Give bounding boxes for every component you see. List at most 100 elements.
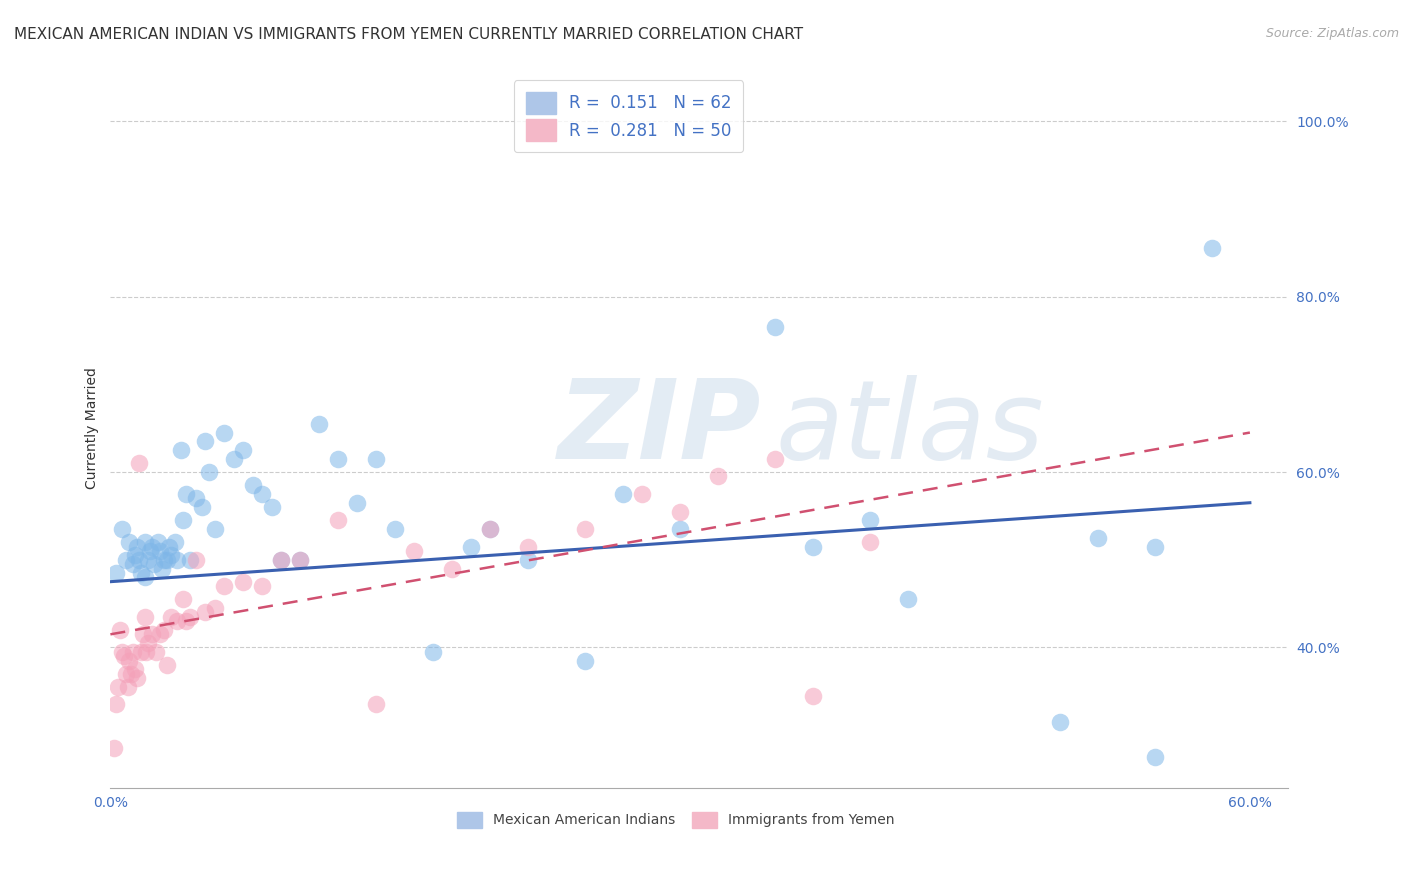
Point: [141, 540, 163, 554]
Point: [194, 434, 217, 449]
Point: [156, 658, 179, 673]
Point: [222, 451, 245, 466]
Point: [120, 666, 142, 681]
Point: [669, 522, 692, 536]
Point: [260, 500, 283, 515]
Point: [103, 741, 125, 756]
Point: [160, 549, 183, 563]
Point: [129, 566, 152, 580]
Point: [242, 478, 264, 492]
Point: [232, 443, 254, 458]
Point: [122, 645, 145, 659]
Point: [270, 553, 292, 567]
Point: [1143, 750, 1166, 764]
Point: [346, 496, 368, 510]
Point: [157, 540, 180, 554]
Text: MEXICAN AMERICAN INDIAN VS IMMIGRANTS FROM YEMEN CURRENTLY MARRIED CORRELATION C: MEXICAN AMERICAN INDIAN VS IMMIGRANTS FR…: [14, 27, 803, 42]
Point: [707, 469, 730, 483]
Point: [172, 513, 194, 527]
Legend: Mexican American Indians, Immigrants from Yemen: Mexican American Indians, Immigrants fro…: [450, 805, 901, 835]
Point: [422, 645, 444, 659]
Point: [152, 553, 174, 567]
Point: [517, 540, 540, 554]
Point: [859, 513, 882, 527]
Point: [166, 553, 188, 567]
Point: [1087, 531, 1109, 545]
Point: [1201, 241, 1223, 255]
Point: [111, 522, 134, 536]
Point: [763, 320, 786, 334]
Point: [198, 465, 221, 479]
Point: [214, 425, 236, 440]
Point: [145, 645, 167, 659]
Point: [124, 549, 146, 563]
Point: [134, 609, 156, 624]
Point: [574, 654, 596, 668]
Point: [134, 535, 156, 549]
Point: [574, 522, 596, 536]
Point: [612, 487, 634, 501]
Point: [460, 540, 482, 554]
Point: [141, 627, 163, 641]
Point: [125, 671, 148, 685]
Point: [184, 553, 207, 567]
Point: [204, 522, 226, 536]
Text: ZIP: ZIP: [558, 375, 761, 482]
Point: [143, 557, 166, 571]
Point: [328, 513, 350, 527]
Text: Source: ZipAtlas.com: Source: ZipAtlas.com: [1265, 27, 1399, 40]
Point: [1049, 714, 1071, 729]
Point: [105, 566, 128, 580]
Point: [160, 609, 183, 624]
Point: [897, 592, 920, 607]
Point: [122, 557, 145, 571]
Point: [179, 553, 201, 567]
Point: [135, 645, 157, 659]
Point: [163, 535, 186, 549]
Point: [149, 627, 172, 641]
Point: [859, 535, 882, 549]
Point: [117, 680, 139, 694]
Point: [125, 540, 148, 554]
Point: [204, 601, 226, 615]
Point: [441, 561, 464, 575]
Point: [112, 649, 135, 664]
Text: atlas: atlas: [776, 375, 1045, 482]
Point: [479, 522, 502, 536]
Point: [631, 487, 654, 501]
Point: [404, 544, 426, 558]
Point: [156, 553, 179, 567]
Point: [128, 456, 150, 470]
Point: [290, 553, 312, 567]
Y-axis label: Currently Married: Currently Married: [86, 368, 100, 489]
Point: [166, 614, 188, 628]
Point: [232, 574, 254, 589]
Point: [111, 645, 134, 659]
Point: [801, 540, 824, 554]
Point: [190, 500, 212, 515]
Point: [150, 561, 173, 575]
Point: [170, 443, 193, 458]
Point: [366, 451, 388, 466]
Point: [479, 522, 502, 536]
Point: [763, 451, 786, 466]
Point: [118, 535, 141, 549]
Point: [107, 680, 129, 694]
Point: [105, 698, 128, 712]
Point: [131, 627, 153, 641]
Point: [517, 553, 540, 567]
Point: [184, 491, 207, 506]
Point: [290, 553, 312, 567]
Point: [128, 553, 150, 567]
Point: [801, 689, 824, 703]
Point: [129, 645, 152, 659]
Point: [252, 579, 274, 593]
Point: [194, 606, 217, 620]
Point: [384, 522, 406, 536]
Point: [214, 579, 236, 593]
Point: [179, 609, 201, 624]
Point: [669, 504, 692, 518]
Point: [176, 487, 198, 501]
Point: [114, 553, 136, 567]
Point: [308, 417, 330, 431]
